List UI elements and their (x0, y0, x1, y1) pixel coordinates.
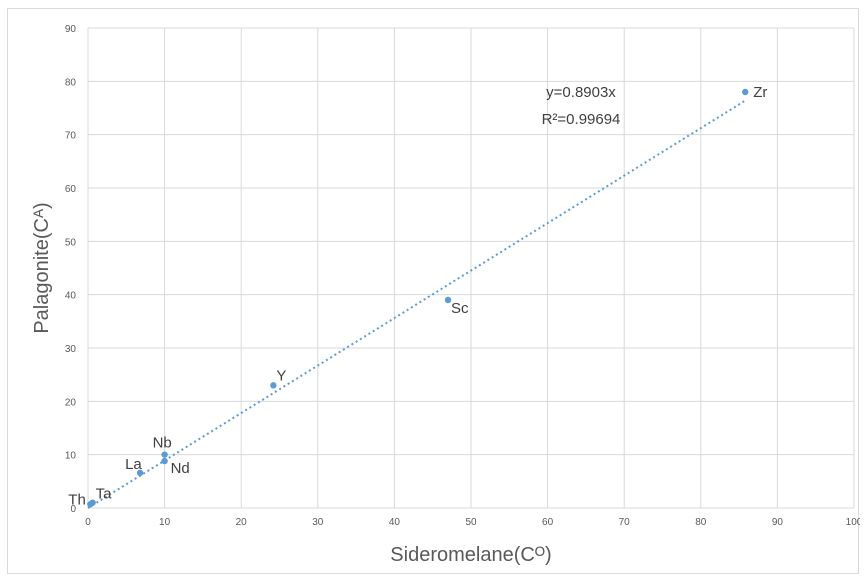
point-label: Sc (451, 300, 469, 317)
point-label: Th (68, 491, 86, 508)
data-point (161, 451, 167, 457)
data-point (742, 89, 748, 95)
point-label: Zr (753, 84, 767, 101)
point-label: Ta (96, 486, 113, 503)
x-tick-label: 50 (465, 517, 477, 528)
y-tick-label: 10 (65, 451, 77, 462)
x-tick-label: 60 (542, 517, 554, 528)
chart-area: 0 10 20 30 40 50 60 70 80 90 100 0 10 20 30 40 50 60 70 80 9… (7, 8, 859, 574)
data-point (161, 458, 167, 464)
point-label: La (125, 456, 142, 473)
x-tick-label: 30 (312, 517, 324, 528)
trendline-equation: y = 0.8903x (546, 84, 616, 101)
point-label: Nb (153, 435, 172, 452)
x-axis-title: Sideromelane (Cᴼ) (390, 544, 551, 566)
trendline (88, 101, 745, 508)
y-axis-title: Palagonite (Cᴬ) (31, 202, 53, 333)
y-tick-label: 60 (65, 184, 77, 195)
point-label: Nd (171, 460, 190, 477)
y-tick-label: 30 (65, 344, 77, 355)
point-label: Y (276, 367, 286, 384)
r-squared-label: R² = 0.99694 (542, 111, 621, 128)
y-tick-label: 70 (65, 131, 77, 142)
y-tick-label: 50 (65, 237, 77, 248)
x-tick-label: 0 (85, 517, 91, 528)
y-tick-label: 90 (65, 24, 77, 35)
x-tick-label: 90 (772, 517, 784, 528)
scatter-chart: 0 10 20 30 40 50 60 70 80 90 100010203040506070809… (8, 9, 860, 575)
x-tick-label: 20 (236, 517, 248, 528)
y-tick-label: 20 (65, 397, 77, 408)
x-tick-label: 80 (695, 517, 707, 528)
x-tick-label: 10 (159, 517, 171, 528)
y-tick-label: 40 (65, 291, 77, 302)
x-tick-label: 100 (846, 517, 860, 528)
x-tick-label: 70 (619, 517, 631, 528)
x-tick-label: 40 (389, 517, 401, 528)
y-tick-label: 80 (65, 77, 77, 88)
